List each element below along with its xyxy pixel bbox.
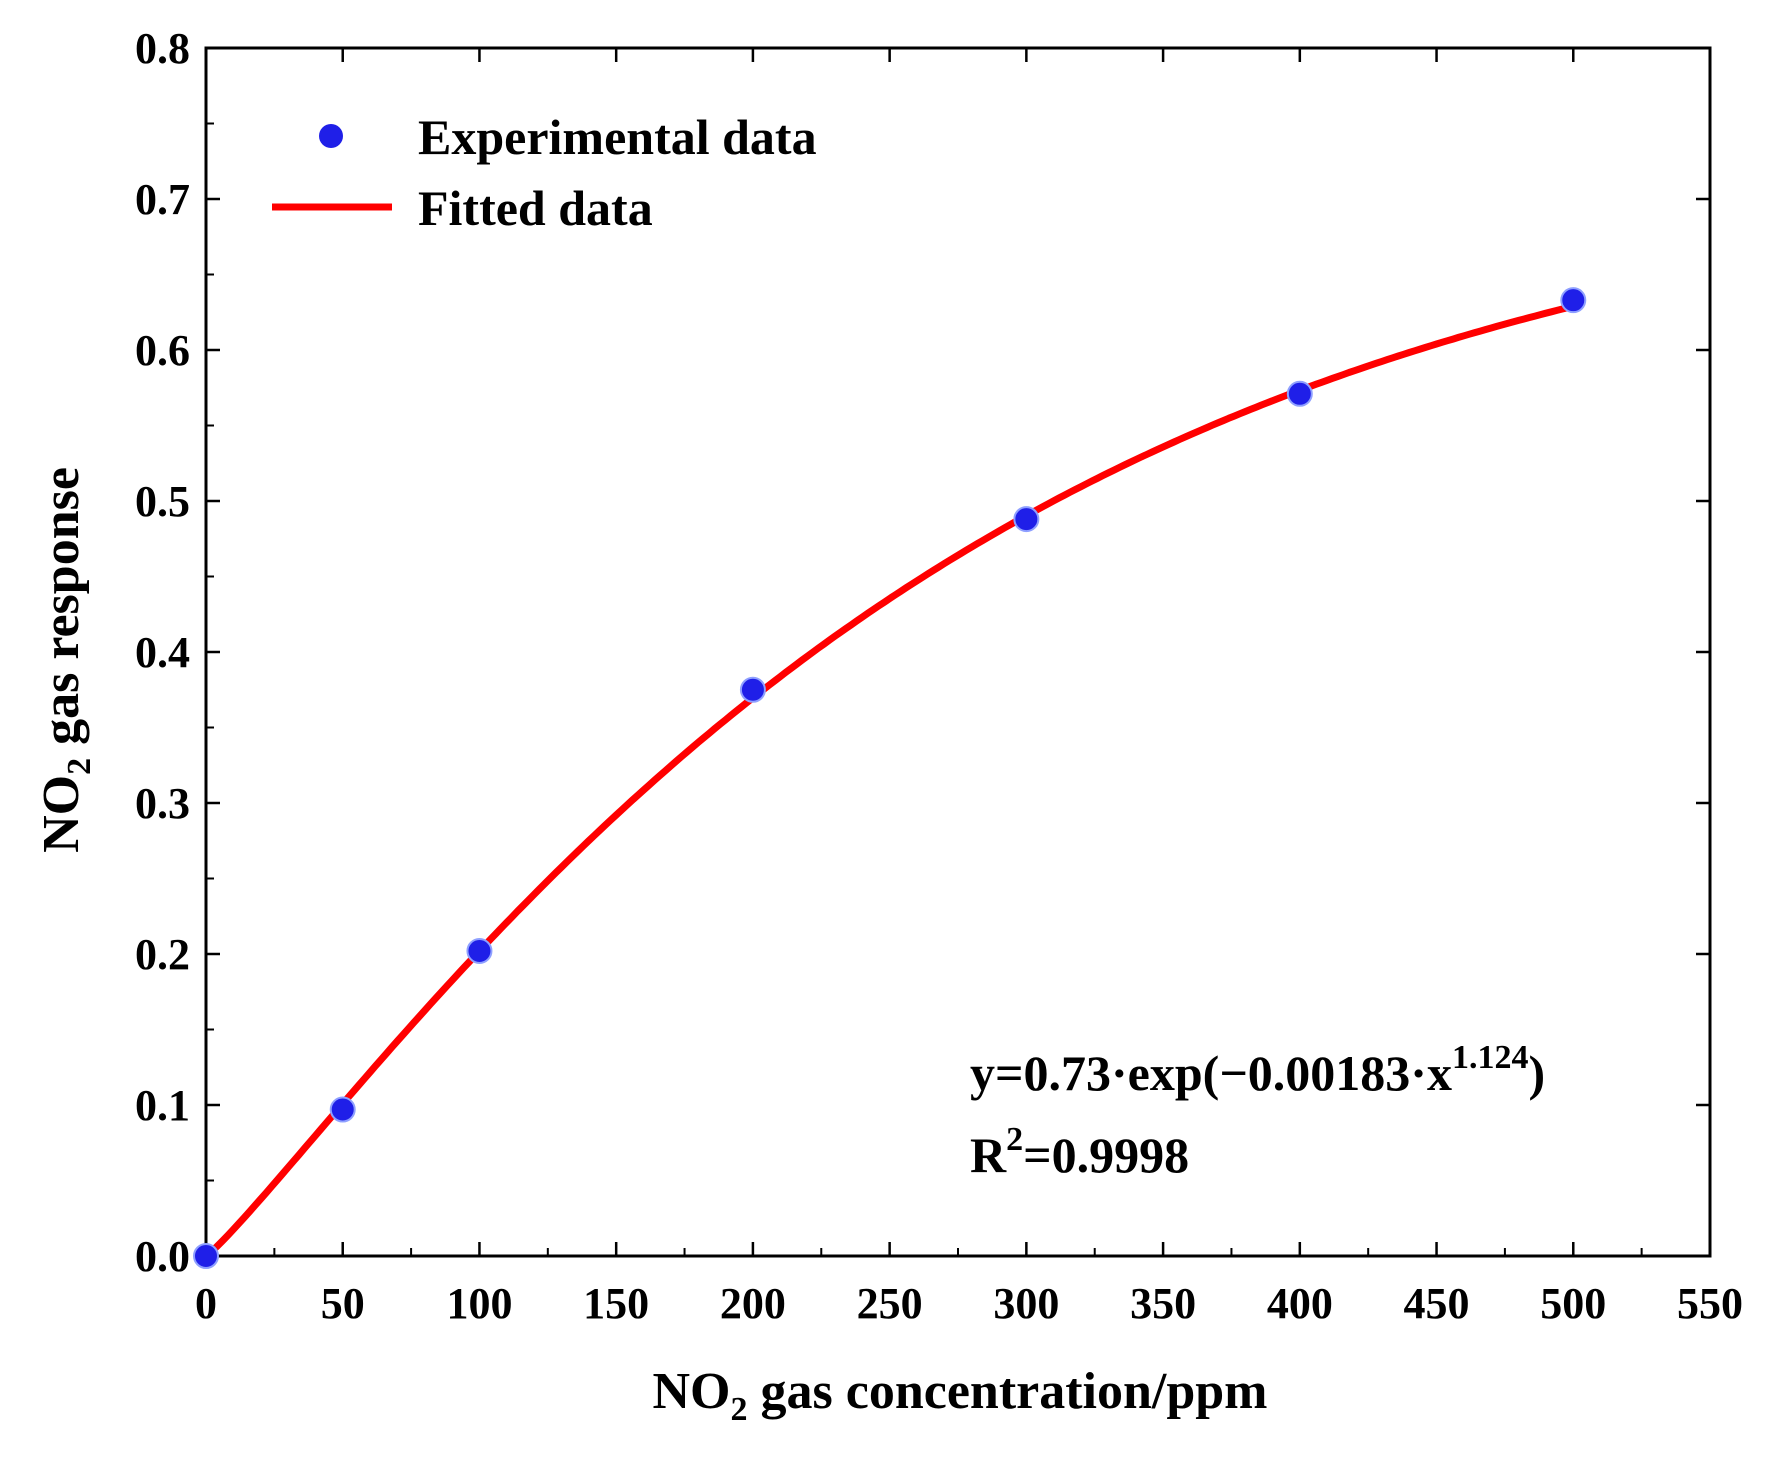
data-point <box>739 676 766 703</box>
points-layer <box>193 287 1587 1269</box>
y-axis-title-main: NO <box>33 775 90 853</box>
fit-layer <box>202 302 1577 1260</box>
y-axis-title-rest: gas response <box>33 467 90 758</box>
x-tick-label: 150 <box>583 1279 649 1328</box>
data-point <box>466 937 493 964</box>
legend-marker-experimental <box>319 124 343 148</box>
fit-equation: y=0.73·exp(−0.00183·x1.124) <box>970 1039 1545 1101</box>
y-tick-label: 0.6 <box>135 326 190 375</box>
r-squared: R2=0.9998 <box>970 1121 1189 1183</box>
r-squared-r: R <box>970 1127 1007 1183</box>
x-tick-label: 100 <box>446 1279 512 1328</box>
y-tick-label: 0.3 <box>135 779 190 828</box>
y-tick-label: 0.4 <box>135 628 190 677</box>
y-axis-title-sub: 2 <box>61 758 98 775</box>
y-tick-label: 0.8 <box>135 24 190 73</box>
x-axis-title-main: NO <box>653 1363 731 1420</box>
legend-label-experimental: Experimental data <box>418 109 817 165</box>
x-tick-label: 350 <box>1130 1279 1196 1328</box>
x-axis-title: NO2 gas concentration/ppm <box>653 1363 1268 1428</box>
fit-equation-close: ) <box>1528 1045 1545 1101</box>
fit-equation-exponent: 1.124 <box>1452 1039 1529 1076</box>
data-point <box>1013 506 1040 533</box>
data-point <box>329 1096 356 1123</box>
x-tick-label: 450 <box>1404 1279 1470 1328</box>
legend: Experimental data Fitted data <box>272 109 817 236</box>
x-tick-label: 550 <box>1677 1279 1743 1328</box>
y-axis-title: NO2 gas response <box>33 467 98 853</box>
data-point <box>193 1243 219 1269</box>
x-tick-label: 50 <box>321 1279 365 1328</box>
y-tick-label: 0.7 <box>135 175 190 224</box>
fit-equation-main: y=0.73·exp(−0.00183·x <box>970 1045 1452 1101</box>
x-tick-label: 500 <box>1540 1279 1606 1328</box>
fitted-curve <box>202 302 1577 1260</box>
x-tick-label: 300 <box>993 1279 1059 1328</box>
x-tick-label: 250 <box>857 1279 923 1328</box>
y-tick-label: 0.2 <box>135 930 190 979</box>
x-axis-title-sub: 2 <box>731 1391 748 1428</box>
r-squared-exponent: 2 <box>1006 1121 1023 1158</box>
y-tick-label: 0.0 <box>135 1232 190 1281</box>
x-tick-label: 0 <box>195 1279 217 1328</box>
data-point <box>1286 380 1313 407</box>
x-tick-label: 200 <box>720 1279 786 1328</box>
r-squared-value: =0.9998 <box>1023 1127 1189 1183</box>
ticks-layer: 0 50 100 150 200 250 300 350 400 450 500 550 0.0 0.1 0… <box>135 24 1743 1328</box>
y-tick-label: 0.1 <box>135 1081 190 1130</box>
x-tick-label: 400 <box>1267 1279 1333 1328</box>
x-axis-title-rest: gas concentration/ppm <box>748 1363 1268 1420</box>
legend-label-fitted: Fitted data <box>418 180 653 236</box>
y-tick-label: 0.5 <box>135 477 190 526</box>
data-point <box>1560 287 1587 314</box>
